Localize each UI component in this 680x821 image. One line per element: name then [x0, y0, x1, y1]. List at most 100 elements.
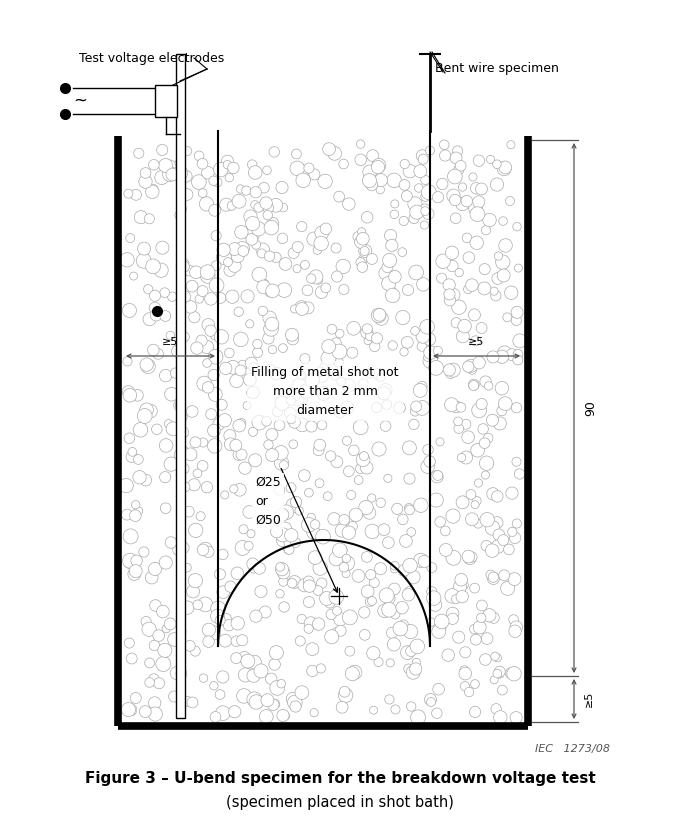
Circle shape [224, 264, 237, 277]
Circle shape [334, 358, 343, 367]
Circle shape [169, 691, 180, 702]
Circle shape [152, 424, 162, 434]
Circle shape [148, 562, 162, 576]
Circle shape [143, 313, 156, 326]
Circle shape [266, 673, 277, 685]
Circle shape [141, 617, 151, 626]
Circle shape [182, 696, 192, 706]
Circle shape [490, 676, 498, 684]
Circle shape [199, 542, 212, 556]
Circle shape [331, 456, 343, 468]
Circle shape [384, 229, 396, 241]
Circle shape [355, 236, 367, 248]
Circle shape [279, 461, 288, 470]
Circle shape [199, 189, 207, 198]
Circle shape [241, 290, 254, 303]
Circle shape [199, 674, 208, 682]
Circle shape [401, 337, 413, 348]
Circle shape [362, 165, 377, 179]
Circle shape [177, 627, 186, 636]
Circle shape [259, 606, 271, 618]
Circle shape [464, 687, 474, 697]
Circle shape [511, 315, 522, 326]
Circle shape [325, 598, 335, 608]
Circle shape [190, 342, 203, 355]
Circle shape [388, 583, 401, 594]
Circle shape [478, 282, 491, 295]
Circle shape [381, 603, 396, 617]
Circle shape [455, 268, 464, 277]
Circle shape [237, 419, 246, 428]
Circle shape [458, 183, 466, 191]
Circle shape [131, 555, 142, 566]
Circle shape [284, 544, 294, 554]
Circle shape [402, 589, 415, 601]
Circle shape [247, 692, 262, 707]
Circle shape [295, 300, 309, 314]
Circle shape [481, 540, 492, 551]
Circle shape [456, 590, 469, 603]
Circle shape [372, 158, 386, 172]
Circle shape [480, 376, 491, 388]
Circle shape [460, 681, 469, 690]
Circle shape [156, 657, 171, 672]
Circle shape [317, 388, 327, 397]
Circle shape [292, 378, 307, 393]
Circle shape [250, 186, 262, 198]
Circle shape [424, 346, 437, 360]
Circle shape [496, 255, 510, 269]
Circle shape [312, 618, 325, 631]
Circle shape [287, 333, 299, 345]
Circle shape [445, 589, 460, 603]
Circle shape [403, 441, 416, 455]
Circle shape [308, 551, 322, 565]
Circle shape [175, 211, 184, 220]
Circle shape [471, 182, 482, 194]
Circle shape [279, 602, 290, 612]
Circle shape [403, 284, 413, 296]
Circle shape [125, 704, 137, 716]
Circle shape [159, 556, 172, 569]
Circle shape [447, 613, 458, 625]
Circle shape [220, 362, 232, 374]
Circle shape [497, 346, 512, 360]
Circle shape [371, 308, 386, 323]
Circle shape [307, 525, 320, 539]
Circle shape [387, 638, 401, 651]
Circle shape [166, 168, 179, 181]
Circle shape [393, 621, 408, 636]
Circle shape [303, 596, 314, 608]
Circle shape [359, 378, 368, 388]
Circle shape [193, 469, 202, 478]
Circle shape [315, 226, 328, 240]
Circle shape [260, 197, 272, 209]
Circle shape [455, 573, 467, 586]
Circle shape [485, 521, 500, 535]
Circle shape [364, 337, 372, 345]
Circle shape [372, 442, 386, 456]
Circle shape [366, 570, 376, 580]
Circle shape [214, 163, 228, 177]
Circle shape [230, 439, 242, 452]
Circle shape [140, 358, 154, 371]
Circle shape [223, 619, 235, 631]
Circle shape [183, 563, 191, 572]
Circle shape [218, 549, 228, 560]
Circle shape [414, 165, 427, 177]
Circle shape [356, 453, 370, 466]
Circle shape [176, 259, 188, 272]
Circle shape [469, 706, 481, 718]
Circle shape [313, 245, 322, 255]
Circle shape [398, 564, 410, 576]
Circle shape [243, 506, 256, 518]
Circle shape [477, 613, 486, 622]
Circle shape [383, 537, 394, 548]
Circle shape [411, 401, 422, 412]
Circle shape [190, 437, 201, 447]
Circle shape [376, 186, 384, 194]
Circle shape [215, 292, 226, 304]
Circle shape [130, 692, 141, 704]
Circle shape [181, 171, 192, 182]
Circle shape [197, 544, 209, 556]
Circle shape [155, 171, 169, 185]
